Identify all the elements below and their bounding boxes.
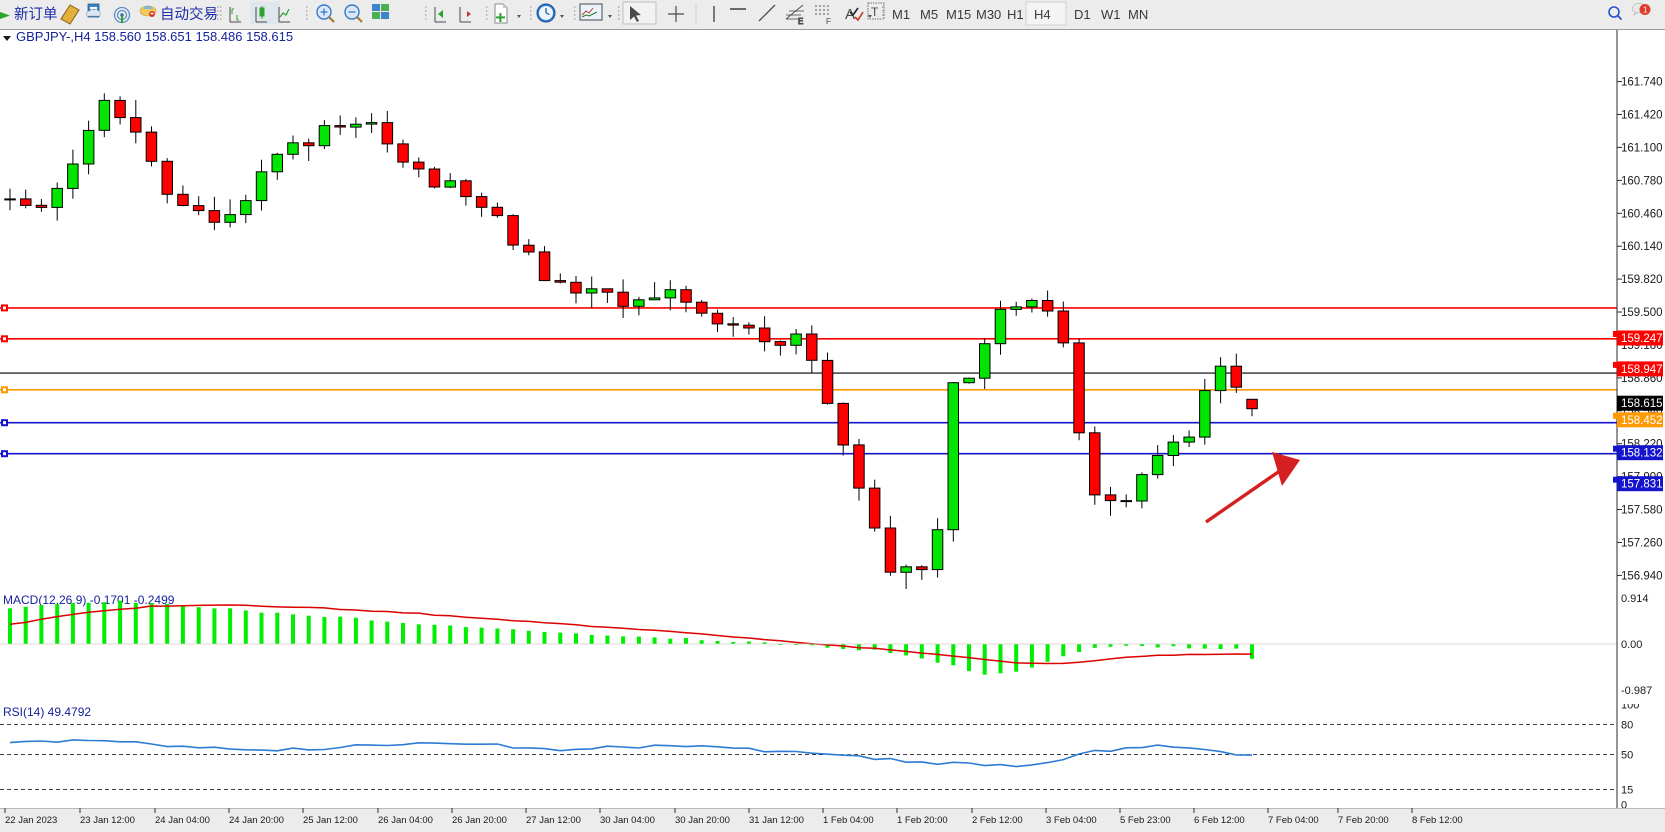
svg-text:26 Jan 04:00: 26 Jan 04:00 — [378, 815, 433, 826]
svg-text:T: T — [871, 5, 879, 19]
svg-text:156.940: 156.940 — [1621, 570, 1663, 582]
svg-text:E: E — [798, 17, 803, 26]
svg-text:161.100: 161.100 — [1621, 142, 1663, 154]
svg-text:158.132: 158.132 — [1621, 448, 1663, 460]
svg-text:5 Feb 23:00: 5 Feb 23:00 — [1120, 815, 1171, 826]
svg-text:RSI(14) 49.4792: RSI(14) 49.4792 — [3, 705, 91, 719]
svg-text:161.740: 161.740 — [1621, 77, 1663, 89]
svg-text:161.420: 161.420 — [1621, 110, 1663, 122]
svg-text:159.820: 159.820 — [1621, 274, 1663, 286]
svg-text:6 Feb 12:00: 6 Feb 12:00 — [1194, 815, 1245, 826]
svg-text:3 Feb 04:00: 3 Feb 04:00 — [1046, 815, 1097, 826]
svg-text:27 Jan 12:00: 27 Jan 12:00 — [526, 815, 581, 826]
svg-text:26 Jan 20:00: 26 Jan 20:00 — [452, 815, 507, 826]
svg-text:1 Feb 04:00: 1 Feb 04:00 — [823, 815, 874, 826]
svg-text:50: 50 — [1621, 750, 1633, 762]
svg-text:30 Jan 20:00: 30 Jan 20:00 — [675, 815, 730, 826]
svg-text:158.947: 158.947 — [1621, 364, 1663, 376]
svg-text:新订单: 新订单 — [14, 6, 58, 23]
svg-text:0: 0 — [1621, 800, 1627, 808]
svg-text:W1: W1 — [1101, 7, 1121, 22]
svg-text:80: 80 — [1621, 720, 1633, 732]
svg-text:自动交易: 自动交易 — [160, 5, 218, 23]
svg-text:100: 100 — [1621, 704, 1639, 712]
svg-text:1 Feb 20:00: 1 Feb 20:00 — [897, 815, 948, 826]
svg-text:157.580: 157.580 — [1621, 505, 1663, 517]
svg-text:157.260: 157.260 — [1621, 537, 1663, 549]
svg-text:23 Jan 12:00: 23 Jan 12:00 — [80, 815, 135, 826]
svg-text:22 Jan 2023: 22 Jan 2023 — [5, 815, 57, 826]
svg-text:159.247: 159.247 — [1621, 333, 1663, 345]
svg-text:8 Feb 12:00: 8 Feb 12:00 — [1412, 815, 1463, 826]
svg-text:H4: H4 — [1034, 7, 1051, 22]
svg-text:M1: M1 — [892, 7, 910, 22]
svg-text:31 Jan 12:00: 31 Jan 12:00 — [749, 815, 804, 826]
svg-text:0.00: 0.00 — [1621, 639, 1642, 651]
svg-text:24 Jan 20:00: 24 Jan 20:00 — [229, 815, 284, 826]
svg-text:30 Jan 04:00: 30 Jan 04:00 — [600, 815, 655, 826]
svg-text:MN: MN — [1128, 7, 1148, 22]
svg-text:157.831: 157.831 — [1621, 479, 1663, 491]
svg-text:GBPJPY-,H4 158.560 158.651 15: GBPJPY-,H4 158.560 158.651 158.486 158.6… — [16, 30, 293, 44]
svg-text:15: 15 — [1621, 785, 1633, 797]
svg-text:0.914: 0.914 — [1621, 593, 1649, 605]
svg-text:F: F — [826, 17, 831, 26]
svg-text:2 Feb 12:00: 2 Feb 12:00 — [972, 815, 1023, 826]
svg-text:25 Jan 12:00: 25 Jan 12:00 — [303, 815, 358, 826]
svg-text:1: 1 — [1643, 6, 1648, 15]
svg-text:160.140: 160.140 — [1621, 241, 1663, 253]
svg-text:158.615: 158.615 — [1621, 398, 1663, 410]
svg-text:M30: M30 — [976, 7, 1001, 22]
svg-text:-0.987: -0.987 — [1621, 685, 1652, 697]
svg-text:24 Jan 04:00: 24 Jan 04:00 — [155, 815, 210, 826]
svg-text:159.500: 159.500 — [1621, 307, 1663, 319]
svg-text:D1: D1 — [1074, 7, 1091, 22]
svg-text:M5: M5 — [920, 7, 938, 22]
svg-text:M15: M15 — [946, 7, 971, 22]
svg-text:7 Feb 04:00: 7 Feb 04:00 — [1268, 815, 1319, 826]
svg-text:160.460: 160.460 — [1621, 208, 1663, 220]
svg-text:7 Feb 20:00: 7 Feb 20:00 — [1338, 815, 1389, 826]
svg-text:160.780: 160.780 — [1621, 175, 1663, 187]
svg-text:H1: H1 — [1007, 7, 1024, 22]
svg-text:158.452: 158.452 — [1621, 415, 1663, 427]
